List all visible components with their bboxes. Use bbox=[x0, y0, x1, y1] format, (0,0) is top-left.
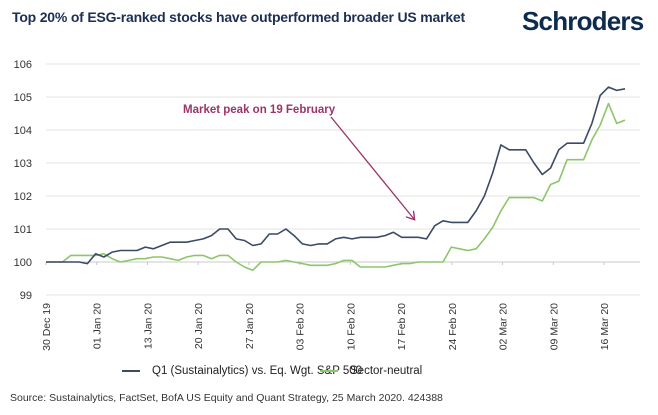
legend-swatch-sector-neutral bbox=[320, 370, 338, 372]
y-tick-label: 99 bbox=[20, 290, 32, 302]
x-tick-label: 10 Feb 20 bbox=[345, 303, 357, 350]
y-tick-label: 103 bbox=[14, 158, 32, 170]
y-axis-ticks: 99 100 101 102 103 104 105 106 bbox=[14, 59, 32, 302]
x-tick-label: 17 Feb 20 bbox=[396, 303, 408, 350]
legend-item-sector-neutral: Sector-neutral bbox=[320, 365, 422, 377]
legend-label-q1: Q1 (Sustainalytics) vs. Eq. Wgt. S&P 500 bbox=[152, 365, 363, 377]
y-tick-label: 106 bbox=[14, 59, 32, 71]
series-line-q1 bbox=[46, 86, 626, 265]
x-tick-label: 20 Jan 20 bbox=[193, 303, 205, 349]
legend-label-sector-neutral: Sector-neutral bbox=[350, 365, 423, 377]
x-axis-ticks: 30 Dec 19 01 Jan 20 13 Jan 20 20 Jan 20 27 J… bbox=[41, 262, 611, 351]
x-tick-label: 02 Mar 20 bbox=[498, 303, 510, 350]
annotation-text: Market peak on 19 February bbox=[183, 104, 336, 116]
line-chart: 99 100 101 102 103 104 105 106 30 Dec 19 01 Jan … bbox=[14, 59, 640, 351]
chart-title: Top 20% of ESG-ranked stocks have outper… bbox=[12, 9, 465, 25]
x-tick-label: 01 Jan 20 bbox=[92, 303, 104, 349]
y-tick-label: 100 bbox=[14, 257, 32, 269]
source-note: Source: Sustainalytics, FactSet, BofA US… bbox=[10, 392, 443, 404]
series-line-sector-neutral bbox=[46, 102, 626, 272]
y-tick-label: 101 bbox=[14, 224, 32, 236]
y-tick-label: 105 bbox=[14, 92, 32, 104]
legend-swatch-q1 bbox=[122, 370, 140, 372]
x-tick-label: 09 Mar 20 bbox=[548, 303, 560, 350]
x-tick-label: 03 Feb 20 bbox=[295, 303, 307, 350]
x-tick-label: 30 Dec 19 bbox=[41, 303, 53, 351]
y-tick-label: 104 bbox=[14, 125, 32, 137]
y-tick-label: 102 bbox=[14, 191, 32, 203]
series-lines bbox=[46, 86, 626, 272]
annotation-arrow bbox=[330, 116, 414, 219]
legend-item-q1: Q1 (Sustainalytics) vs. Eq. Wgt. S&P 500 bbox=[122, 365, 362, 377]
x-tick-label: 27 Jan 20 bbox=[244, 303, 256, 349]
x-tick-label: 16 Mar 20 bbox=[599, 303, 611, 350]
schroders-logo: Schroders bbox=[522, 6, 644, 36]
x-tick-label: 24 Feb 20 bbox=[447, 303, 459, 350]
x-tick-label: 13 Jan 20 bbox=[142, 303, 154, 349]
annotation: Market peak on 19 February bbox=[183, 104, 414, 219]
